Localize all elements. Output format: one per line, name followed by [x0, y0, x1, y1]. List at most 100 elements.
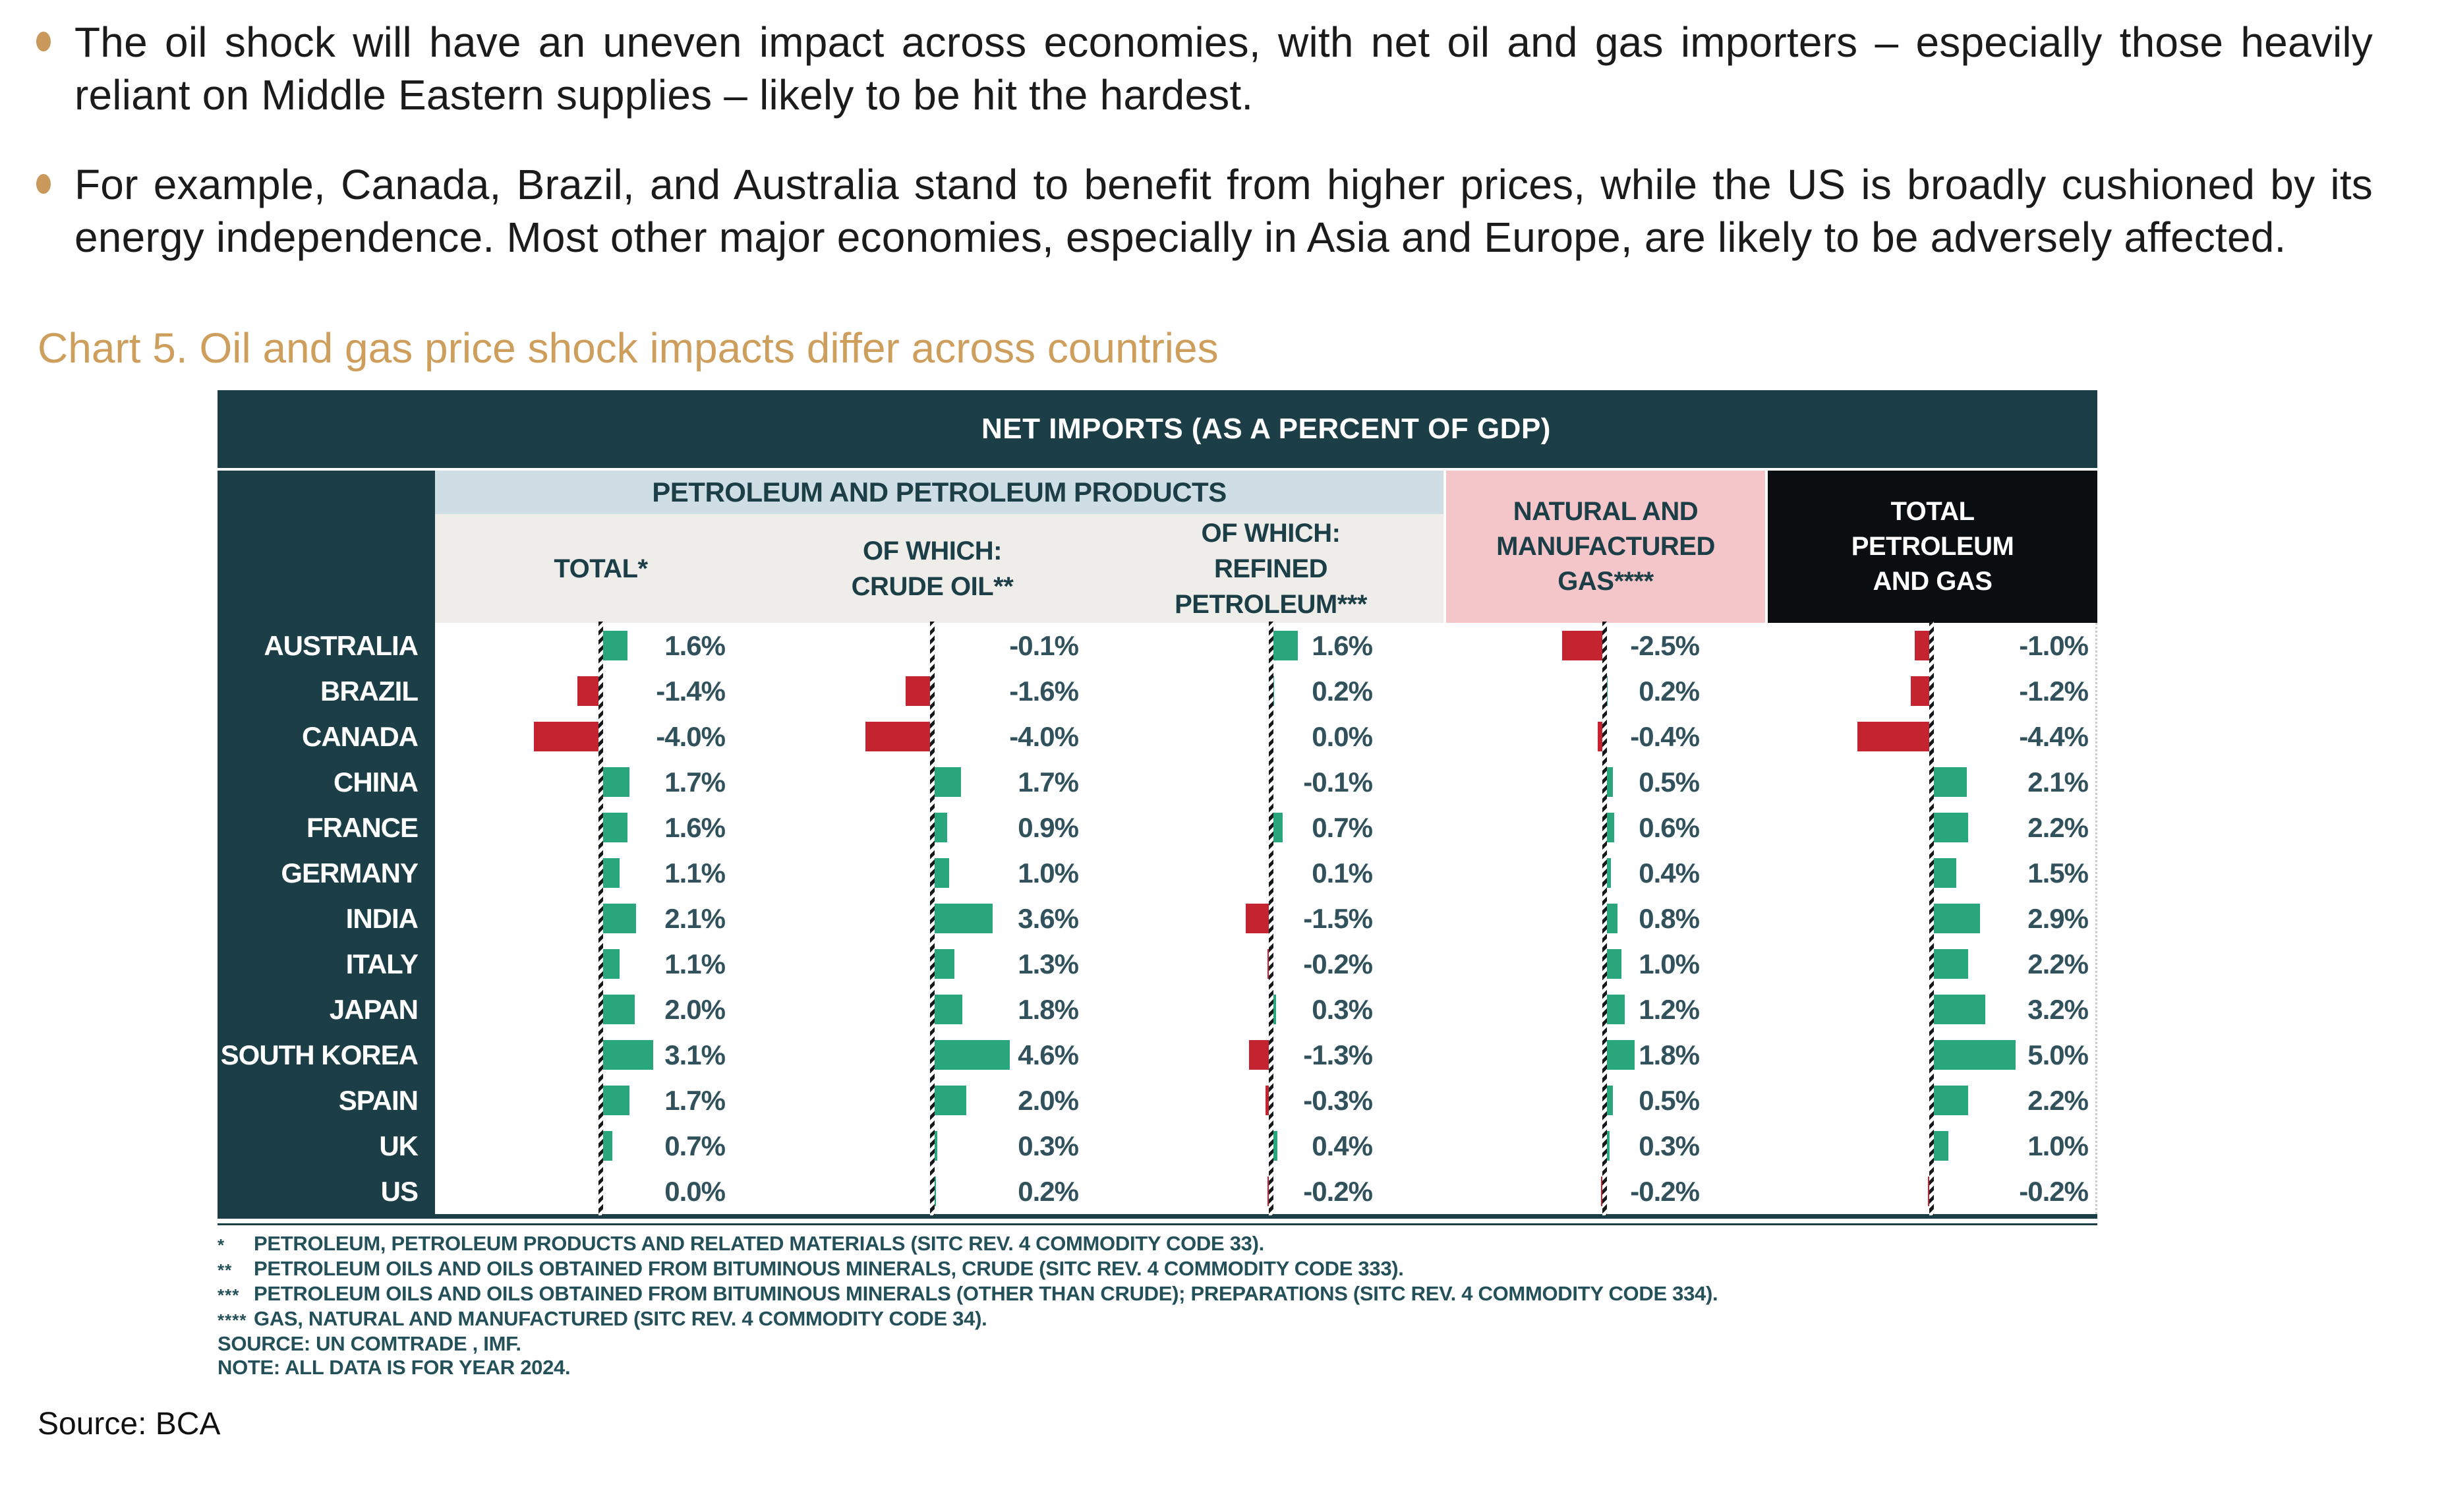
zero-baseline — [598, 622, 603, 1215]
value-cell: 0.8% — [1443, 896, 1765, 941]
value-label: 2.0% — [664, 994, 726, 1025]
value-label: 0.2% — [1018, 1176, 1079, 1207]
table-row: CANADA -4.0% -4.0% 0.0% -0.4% -4.4% — [218, 714, 2097, 759]
footnote-text: PETROLEUM, PETROLEUM PRODUCTS AND RELATE… — [254, 1232, 1264, 1255]
table-row: US 0.0% 0.2% -0.2% -0.2% -0.2% — [218, 1169, 2097, 1214]
bar-positive — [600, 767, 629, 797]
bar-positive — [1931, 767, 1967, 797]
value-label: 2.2% — [2027, 948, 2089, 979]
country-column-header — [218, 471, 435, 623]
value-label: -1.2% — [2019, 676, 2089, 707]
bar-positive — [932, 858, 949, 888]
country-label: FRANCE — [218, 805, 435, 850]
value-cell: 0.3% — [767, 1123, 1098, 1169]
value-label: 0.5% — [1639, 767, 1700, 798]
value-cell: -1.5% — [1098, 896, 1443, 941]
bar-positive — [1931, 1040, 2016, 1070]
value-label: 2.2% — [2027, 812, 2089, 843]
bar-positive — [932, 813, 948, 842]
value-cell: -0.1% — [1098, 759, 1443, 805]
bar-positive — [600, 904, 637, 933]
bar-positive — [1931, 1086, 1969, 1115]
value-cell: 0.5% — [1443, 1078, 1765, 1123]
value-label: 1.0% — [1018, 858, 1079, 888]
bar-positive — [600, 1040, 653, 1070]
bullet-dot-icon — [36, 174, 51, 194]
column-header-crude: OF WHICH: CRUDE OIL** — [767, 514, 1098, 623]
value-cell: 2.1% — [1765, 759, 2097, 805]
bar-positive — [600, 995, 635, 1024]
value-label: -0.3% — [1303, 1085, 1373, 1116]
value-cell: 3.1% — [435, 1032, 767, 1078]
value-cell: 1.6% — [435, 805, 767, 850]
value-label: 1.5% — [2027, 858, 2089, 888]
value-label: 0.0% — [664, 1176, 726, 1207]
value-label: 0.4% — [1312, 1130, 1373, 1161]
value-cell: 0.4% — [1098, 1123, 1443, 1169]
value-cell: -1.0% — [1765, 623, 2097, 668]
value-label: 4.6% — [1018, 1039, 1079, 1070]
total-column-header: TOTAL PETROLEUM AND GAS — [1765, 471, 2097, 623]
bar-negative — [865, 722, 933, 751]
country-label: US — [218, 1169, 435, 1214]
value-cell: -4.0% — [767, 714, 1098, 759]
bar-negative — [1914, 631, 1931, 660]
value-label: 0.7% — [664, 1130, 726, 1161]
value-cell: 2.0% — [435, 987, 767, 1032]
value-cell: -4.4% — [1765, 714, 2097, 759]
country-label: AUSTRALIA — [218, 623, 435, 668]
petroleum-subheaders: TOTAL* OF WHICH: CRUDE OIL** OF WHICH: REFIN… — [435, 514, 1443, 623]
country-label: ITALY — [218, 941, 435, 987]
value-label: 0.3% — [1018, 1130, 1079, 1161]
chart-table: NET IMPORTS (AS A PERCENT OF GDP) PETROL… — [218, 390, 2097, 1225]
bullet-item: For example, Canada, Brazil, and Austral… — [36, 158, 2373, 264]
value-label: -0.2% — [1303, 948, 1373, 979]
table-row: GERMANY 1.1% 1.0% 0.1% 0.4% 1.5% — [218, 850, 2097, 896]
value-cell: -4.0% — [435, 714, 767, 759]
value-cell: 0.3% — [1443, 1123, 1765, 1169]
column-header-line: PETROLEUM — [1851, 532, 2014, 561]
value-cell: -1.6% — [767, 668, 1098, 714]
value-cell: 1.7% — [435, 759, 767, 805]
bar-positive — [1931, 995, 1985, 1024]
table-title-bar: NET IMPORTS (AS A PERCENT OF GDP) — [218, 390, 2097, 468]
bullet-list: The oil shock will have an uneven impact… — [0, 0, 2446, 264]
column-header-line: PETROLEUM*** — [1175, 589, 1367, 619]
bar-positive — [1931, 904, 1980, 933]
value-cell: 1.0% — [767, 850, 1098, 896]
value-label: 0.3% — [1639, 1130, 1700, 1161]
value-cell: 3.2% — [1765, 987, 2097, 1032]
zero-baseline — [1268, 622, 1273, 1215]
table-row: INDIA 2.1% 3.6% -1.5% 0.8% 2.9% — [218, 896, 2097, 941]
column-header-line: TOTAL* — [554, 554, 648, 583]
value-cell: 1.8% — [767, 987, 1098, 1032]
column-header-line: NATURAL AND — [1513, 497, 1699, 526]
value-cell: 2.1% — [435, 896, 767, 941]
value-label: 0.2% — [1639, 676, 1700, 707]
value-label: 2.1% — [2027, 767, 2089, 798]
table-row: JAPAN 2.0% 1.8% 0.3% 1.2% 3.2% — [218, 987, 2097, 1032]
bar-negative — [533, 722, 601, 751]
value-label: 1.0% — [2027, 1130, 2089, 1161]
column-header-line: OF WHICH: — [1201, 518, 1341, 548]
value-label: 0.5% — [1639, 1085, 1700, 1116]
chart-title: Chart 5. Oil and gas price shock impacts… — [38, 324, 1219, 372]
bar-positive — [600, 949, 620, 979]
value-label: -4.0% — [1009, 721, 1079, 752]
value-cell: 1.2% — [1443, 987, 1765, 1032]
value-cell: 1.6% — [435, 623, 767, 668]
value-label: 2.1% — [664, 903, 726, 934]
bar-positive — [932, 1131, 938, 1161]
value-cell: 1.8% — [1443, 1032, 1765, 1078]
footnote-marker: ** — [218, 1260, 233, 1280]
value-label: -0.2% — [2019, 1176, 2089, 1207]
value-label: -0.2% — [1630, 1176, 1700, 1207]
value-label: 1.3% — [1018, 948, 1079, 979]
footnote-text: NOTE: ALL DATA IS FOR YEAR 2024. — [218, 1356, 571, 1379]
footnote-marker: * — [218, 1235, 225, 1255]
value-cell: 4.6% — [767, 1032, 1098, 1078]
footnote-line: * PETROLEUM, PETROLEUM PRODUCTS AND RELAT… — [218, 1232, 2446, 1257]
bar-positive — [1271, 995, 1276, 1024]
column-header-line: REFINED — [1213, 554, 1328, 583]
bar-positive — [1271, 813, 1283, 842]
